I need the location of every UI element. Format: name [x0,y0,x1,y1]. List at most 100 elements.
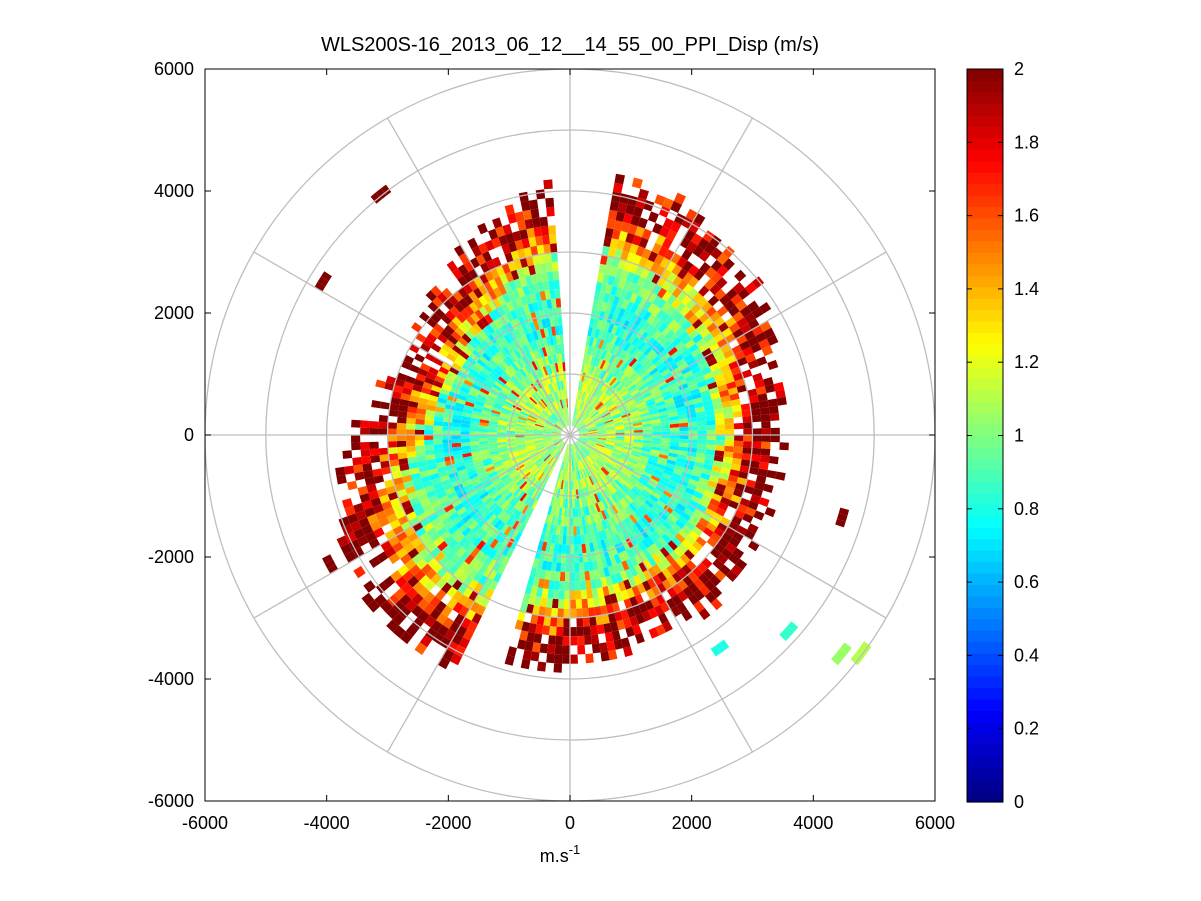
ppi-cell [578,427,587,432]
ppi-cell [373,475,385,484]
ppi-cell [424,435,434,441]
ppi-cell [724,440,735,447]
ppi-cell [683,507,694,517]
ppi-cell [650,419,661,424]
ppi-cell [741,409,752,417]
ppi-cell [539,388,546,398]
ppi-cell [621,299,630,310]
ppi-cell [570,508,573,518]
ppi-cell [573,418,578,427]
ppi-cell [524,584,533,595]
ppi-cell [555,401,560,410]
ppi-cell [424,579,436,592]
ppi-cell [595,348,602,358]
ppi-cell [620,375,630,385]
ppi-cell [688,478,699,487]
ppi-cell [410,389,421,398]
ppi-cell [369,520,382,532]
ppi-cell [461,479,472,488]
ppi-cell [341,498,353,509]
ppi-cell [648,211,659,223]
ppi-cell [528,464,537,472]
ppi-cell [715,445,725,452]
ppi-cell [576,421,583,429]
ppi-cell [497,295,506,306]
ppi-cell [658,496,669,505]
ppi-cell [713,373,725,382]
ppi-cell [641,447,651,453]
ppi-cell [638,551,648,562]
ppi-cell [375,581,389,594]
ppi-cell [606,428,616,432]
ppi-cell [369,441,379,449]
ppi-cell [664,343,675,353]
ppi-cell [650,446,661,451]
ppi-cell [646,336,656,347]
ppi-cell [584,445,593,452]
ppi-cell [601,519,608,530]
ppi-cell [573,535,578,545]
ppi-cell [673,354,684,364]
ppi-cell [499,273,509,285]
ppi-cell [603,372,611,382]
ppi-cell [587,425,596,430]
ppi-cell [427,557,439,569]
ppi-cell [530,585,538,597]
ppi-cell [598,406,607,414]
ppi-cell [488,488,499,497]
ppi-cell [536,420,545,425]
colorbar-tick-label: 0.8 [1014,499,1039,519]
ppi-cell [670,427,680,432]
ppi-cell [663,543,674,555]
ppi-cell [739,305,752,318]
ppi-cell [511,362,520,372]
ppi-cell [763,327,775,339]
ppi-cell [515,427,525,431]
ppi-cell [612,416,623,421]
ppi-cell [610,285,618,296]
ppi-cell [630,452,641,458]
ppi-cell [745,507,757,517]
ppi-cell [582,459,588,468]
ppi-cell [696,448,707,455]
ppi-cell [484,546,494,557]
ppi-cell [491,528,501,539]
ppi-cell [506,438,516,442]
colorbar-step [967,527,1003,540]
ppi-cell [613,357,621,367]
ppi-cell [594,483,600,493]
ppi-cell [730,564,743,577]
colorbar-tick-label: 1 [1014,426,1024,446]
ppi-cell [403,354,415,365]
ppi-cell [666,564,677,576]
ppi-cell [388,409,399,417]
ppi-cell [643,486,654,495]
ppi-cell [502,503,512,513]
ppi-cell [563,526,567,536]
ppi-cell [547,345,553,356]
ppi-cell [605,422,615,427]
ppi-cell [589,336,595,347]
ppi-cell [742,447,753,455]
ppi-cell [538,368,544,378]
ppi-cell [531,454,540,461]
ppi-cell [760,448,771,456]
ppi-cell [474,333,485,343]
colorbar-step [967,756,1003,769]
ppi-cell [632,254,642,266]
ppi-cell [437,333,448,344]
ppi-cell [544,423,554,429]
ppi-cell [622,540,630,551]
ppi-cell [687,417,698,423]
ppi-cell [562,452,566,462]
ppi-cell [361,592,375,606]
ppi-cell [602,465,611,474]
ppi-cell [378,414,389,423]
ppi-cell [407,456,418,464]
ppi-cell [668,412,678,418]
ppi-cell [556,440,564,448]
ppi-cell [640,450,651,455]
ppi-cell [431,477,442,486]
ppi-cell [360,427,370,435]
ppi-cell [446,463,456,471]
